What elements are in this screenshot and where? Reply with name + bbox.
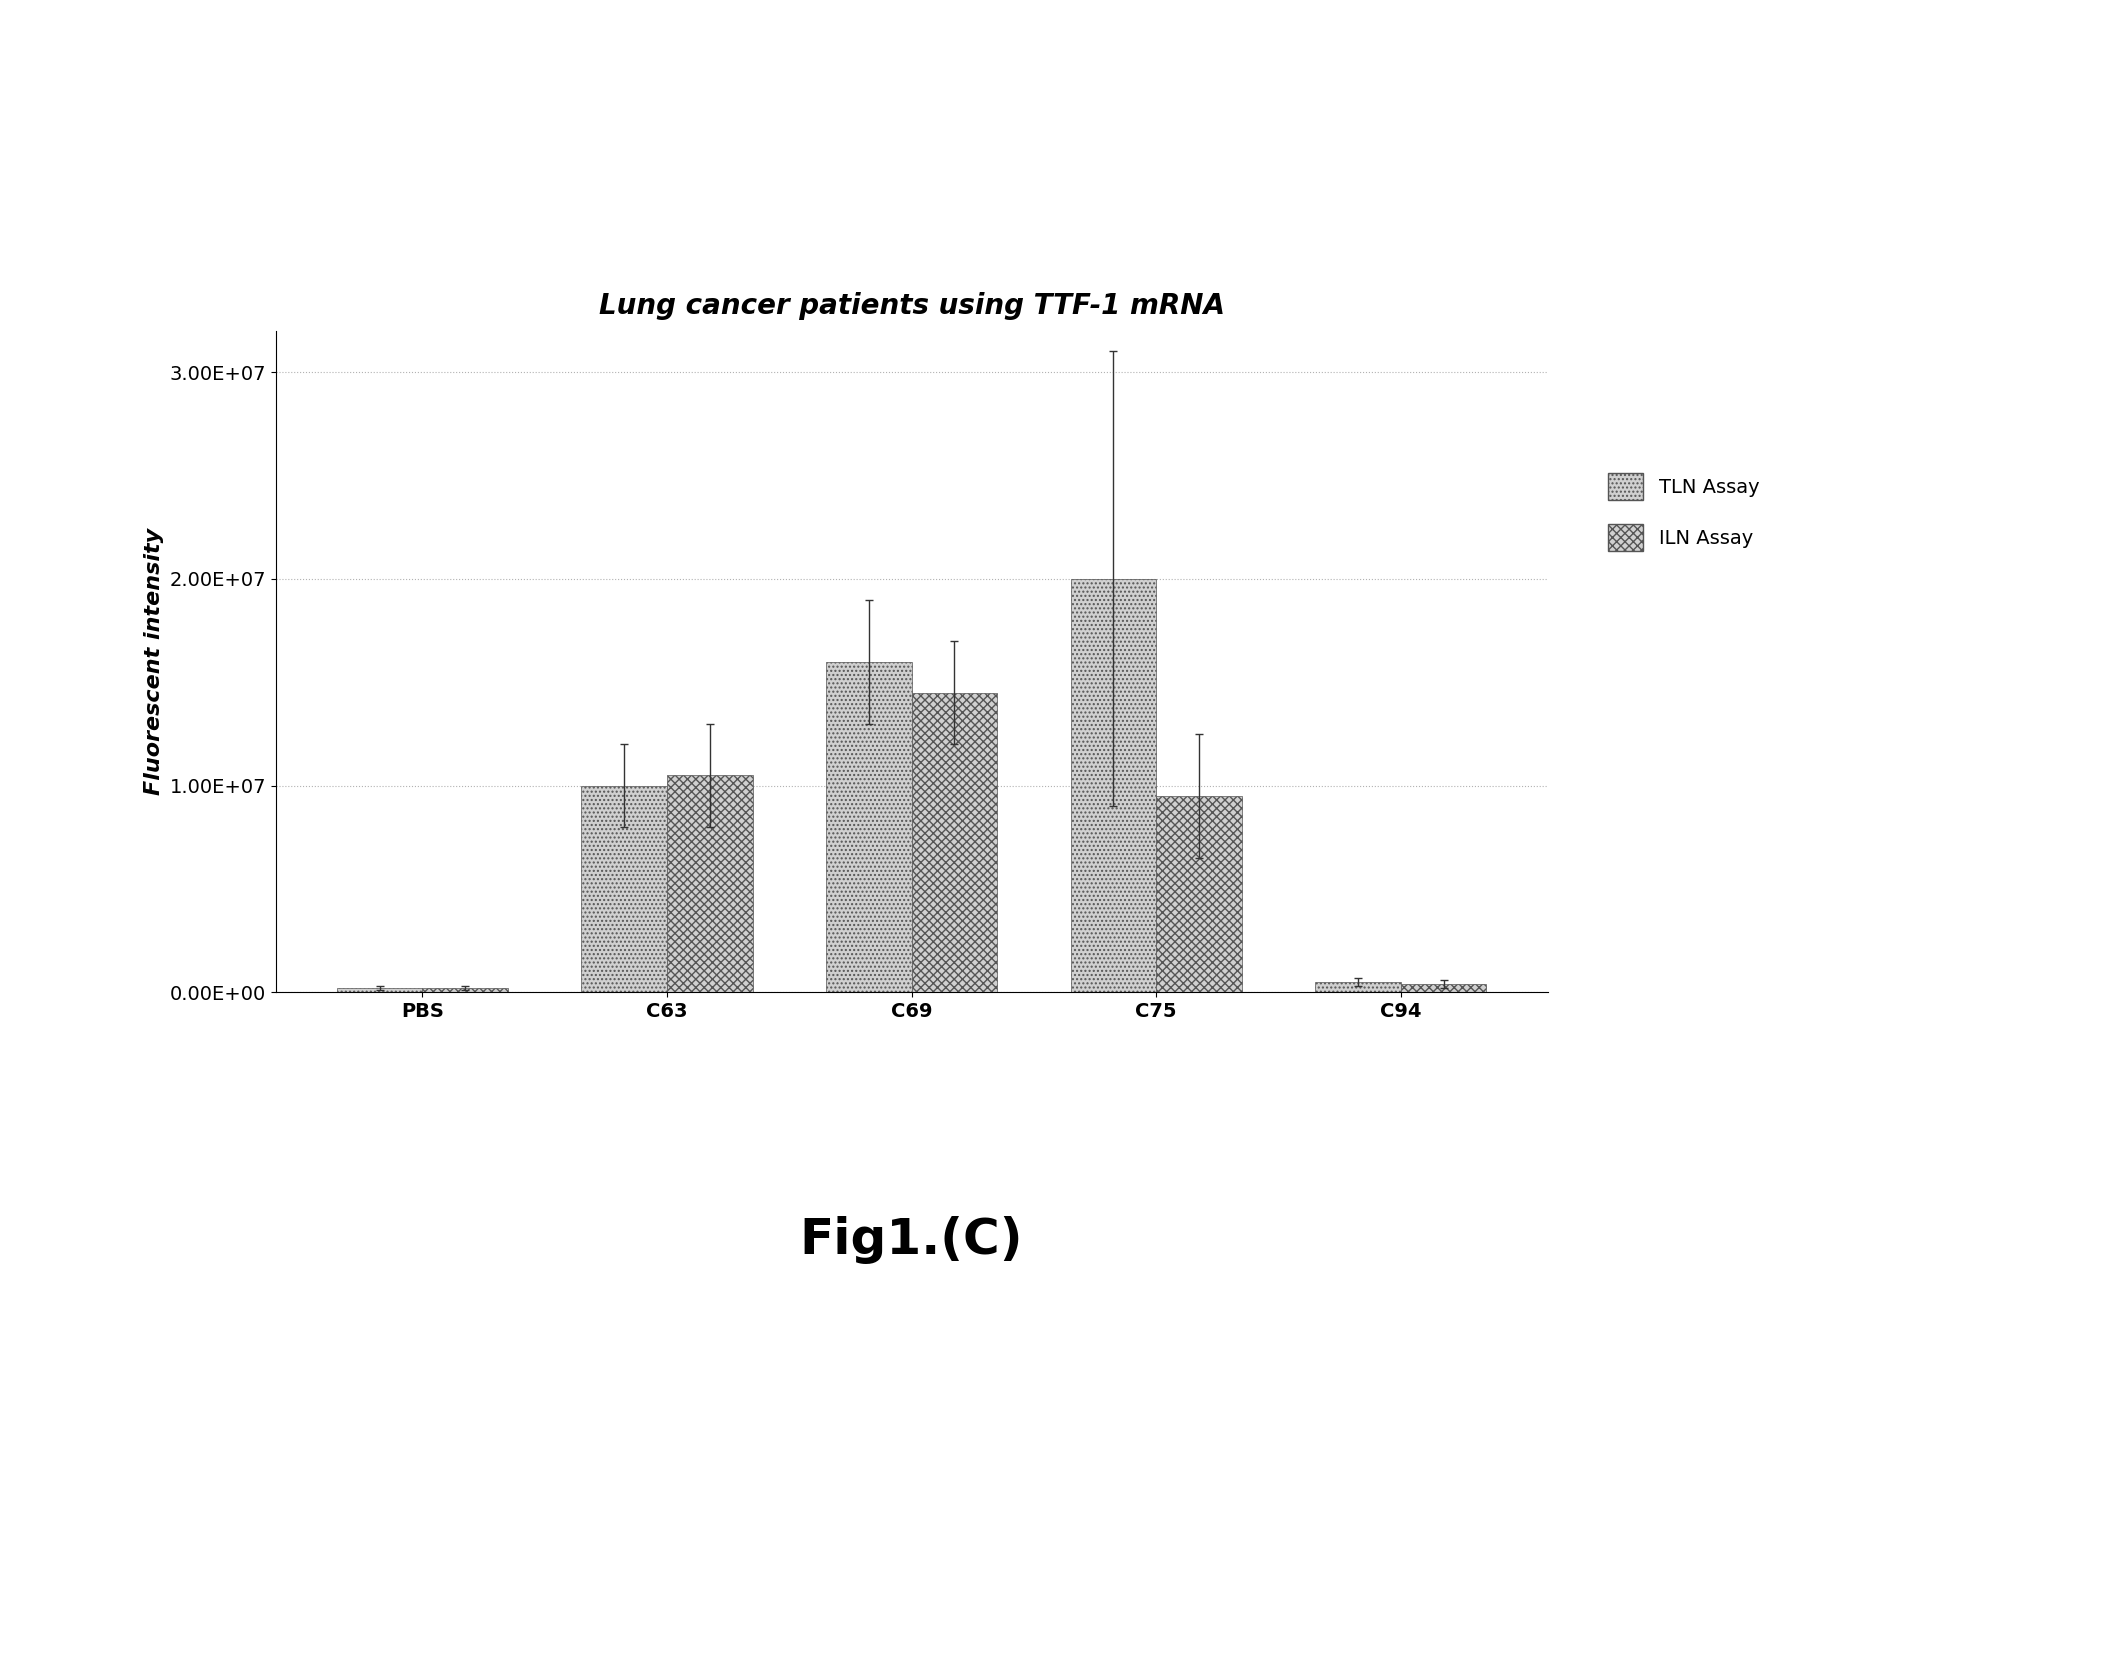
Bar: [912, 693, 996, 992]
Bar: [1071, 579, 1155, 992]
Bar: [1401, 984, 1486, 992]
Bar: [337, 989, 422, 992]
Bar: [827, 662, 912, 992]
Text: Fig1.(C): Fig1.(C): [799, 1216, 1024, 1265]
Bar: [668, 776, 753, 992]
Legend: TLN Assay, ILN Assay: TLN Assay, ILN Assay: [1609, 473, 1760, 551]
Title: Lung cancer patients using TTF-1 mRNA: Lung cancer patients using TTF-1 mRNA: [598, 293, 1225, 321]
Bar: [1155, 796, 1242, 992]
Bar: [581, 786, 668, 992]
Y-axis label: Fluorescent intensity: Fluorescent intensity: [144, 528, 163, 796]
Bar: [1314, 982, 1401, 992]
Bar: [422, 989, 509, 992]
